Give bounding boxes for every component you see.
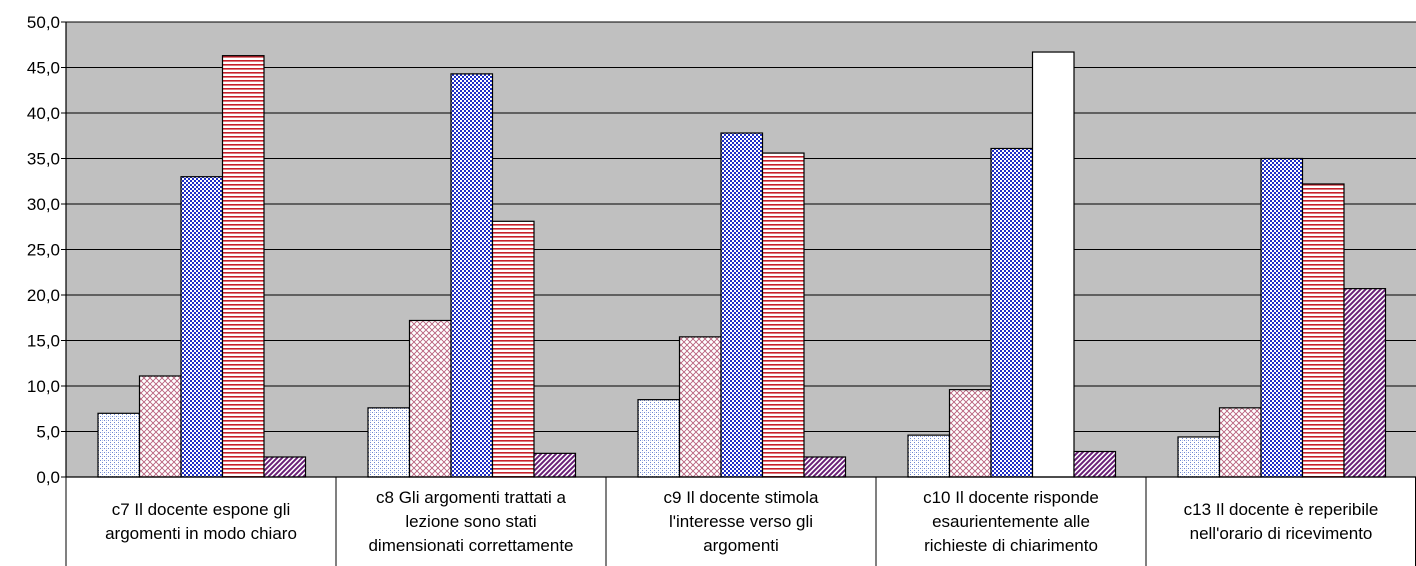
bar	[1301, 183, 1345, 478]
bar	[907, 434, 951, 478]
bar	[720, 132, 764, 478]
y-tick-label: 10,0	[27, 377, 60, 396]
y-tick-label: 40,0	[27, 104, 60, 123]
bar	[1343, 288, 1387, 478]
category-label: c8 Gli argomenti trattati a	[376, 488, 566, 507]
category-label: argomenti in modo chiaro	[105, 524, 297, 543]
bar	[637, 399, 681, 478]
y-tick-label: 20,0	[27, 286, 60, 305]
y-tick-label: 15,0	[27, 332, 60, 351]
bar	[761, 152, 805, 478]
y-tick-label: 35,0	[27, 150, 60, 169]
bar	[948, 389, 992, 478]
category-label: c13 Il docente è reperibile	[1184, 500, 1379, 519]
y-tick-label: 45,0	[27, 59, 60, 78]
bar	[263, 456, 307, 478]
category-label: argomenti	[703, 536, 779, 555]
y-tick-label: 30,0	[27, 195, 60, 214]
bar	[990, 147, 1034, 478]
y-tick-label: 50,0	[27, 13, 60, 32]
bar	[138, 375, 182, 478]
bar	[1218, 407, 1262, 478]
bar	[408, 319, 452, 478]
category-label: c10 Il docente risponde	[923, 488, 1099, 507]
bar	[1260, 157, 1304, 478]
y-tick-label: 5,0	[36, 423, 60, 442]
bar	[1031, 51, 1075, 478]
category-label: l'interesse verso gli	[669, 512, 813, 531]
bar	[803, 456, 847, 478]
bar	[180, 176, 224, 478]
category-label: dimensionati correttamente	[368, 536, 573, 555]
bar	[533, 452, 577, 478]
bar	[678, 336, 722, 478]
bar	[1177, 436, 1221, 478]
bar	[450, 73, 494, 478]
category-label: c7 Il docente espone gli	[112, 500, 291, 519]
bar	[1073, 450, 1117, 478]
bar	[221, 55, 265, 478]
bar	[97, 412, 141, 478]
category-label: lezione sono stati	[405, 512, 536, 531]
bar	[491, 220, 535, 478]
bar	[367, 407, 411, 478]
category-label: c9 Il docente stimola	[664, 488, 820, 507]
y-tick-label: 25,0	[27, 241, 60, 260]
category-label: esaurientemente alle	[932, 512, 1090, 531]
category-label: richieste di chiarimento	[924, 536, 1098, 555]
y-tick-label: 0,0	[36, 468, 60, 487]
category-label: nell'orario di ricevimento	[1190, 524, 1373, 543]
